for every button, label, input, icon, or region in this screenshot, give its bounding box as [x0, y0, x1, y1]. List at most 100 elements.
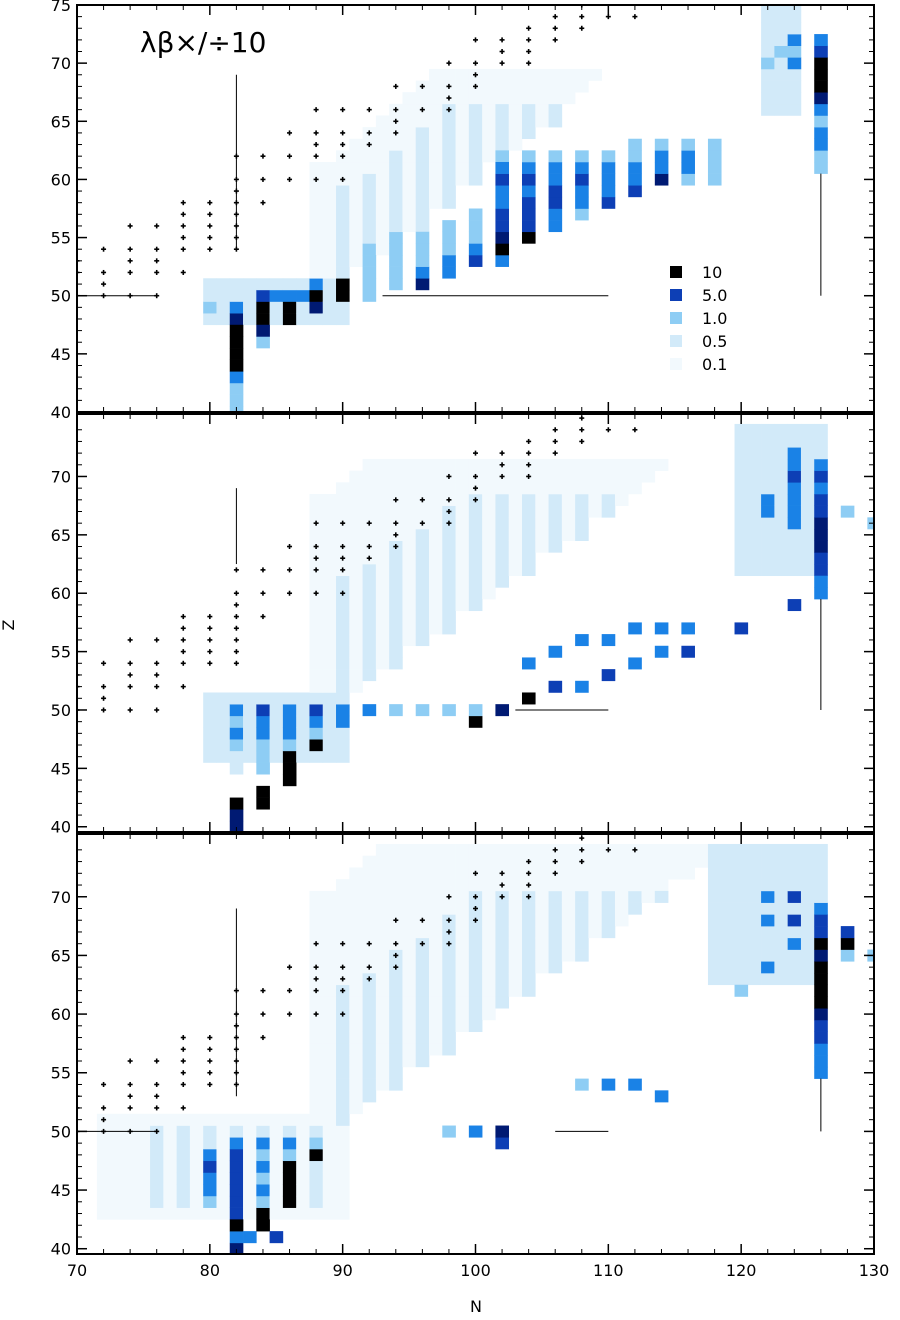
heatmap-cell — [601, 669, 616, 682]
heatmap-cell — [774, 458, 788, 471]
heatmap-cell — [336, 1078, 350, 1091]
heatmap-cell — [362, 1019, 377, 1032]
heatmap-cell — [468, 879, 483, 892]
stable-isotope-marker — [579, 427, 585, 433]
stable-isotope-marker — [446, 83, 452, 89]
heatmap-cell — [415, 704, 430, 717]
heatmap-cell — [455, 961, 470, 974]
heatmap-cell — [322, 255, 337, 267]
heatmap-cell — [415, 973, 430, 986]
heatmap-cell — [362, 949, 377, 962]
heatmap-cell — [455, 138, 470, 151]
heatmap-cell — [575, 949, 589, 962]
heatmap-cell — [256, 278, 270, 291]
heatmap-cell — [814, 552, 828, 565]
heatmap-cell — [561, 529, 576, 541]
heatmap-cell — [614, 493, 629, 506]
stable-isotope-marker — [207, 660, 213, 666]
stable-isotope-marker — [473, 497, 478, 503]
stable-isotope-marker — [287, 130, 293, 136]
heatmap-cell — [322, 1008, 337, 1021]
heatmap-cell — [415, 243, 430, 256]
heatmap-cell — [402, 220, 417, 233]
heatmap-cell — [814, 458, 828, 471]
heatmap-cell — [282, 1195, 297, 1208]
heatmap-cell — [282, 1113, 297, 1126]
heatmap-cell — [322, 634, 337, 647]
heatmap-cell — [455, 161, 470, 174]
heatmap-cell — [322, 1172, 337, 1185]
stable-isotope-marker — [552, 870, 558, 876]
heatmap-cell — [628, 657, 642, 670]
heatmap-cell — [216, 1207, 231, 1220]
heatmap-cell — [442, 587, 456, 600]
heatmap-cell — [229, 278, 244, 291]
heatmap-cell — [774, 92, 788, 105]
heatmap-cell — [389, 150, 403, 163]
heatmap-cell — [389, 231, 403, 244]
heatmap-cell — [402, 564, 417, 577]
heatmap-cell — [309, 266, 324, 279]
heatmap-cell — [747, 435, 762, 448]
y-tick-label: 70 — [51, 467, 71, 486]
heatmap-cell — [787, 34, 802, 46]
heatmap-cell — [747, 470, 762, 483]
heatmap-cell — [362, 890, 377, 903]
heatmap-cell — [482, 127, 496, 140]
heatmap-cell — [429, 92, 443, 105]
heatmap-cell — [163, 1113, 177, 1126]
stable-isotope-marker — [632, 847, 638, 853]
heatmap-cell — [800, 552, 815, 565]
heatmap-cell — [521, 185, 536, 198]
heatmap-cell — [442, 843, 456, 857]
heatmap-cell — [110, 1172, 124, 1185]
heatmap-cell — [229, 1172, 244, 1185]
stable-isotope-marker — [393, 520, 399, 526]
heatmap-cell — [575, 505, 589, 518]
heatmap-cell — [814, 587, 828, 600]
heatmap-cell — [389, 1055, 403, 1068]
heatmap-cell — [429, 622, 443, 635]
stable-isotope-marker — [287, 176, 293, 182]
stable-isotope-marker — [313, 153, 319, 159]
stable-isotope-marker — [233, 602, 239, 608]
heatmap-cell — [468, 1125, 483, 1138]
heatmap-cell — [840, 505, 855, 518]
heatmap-cell — [189, 1113, 204, 1126]
heatmap-cell — [774, 447, 788, 460]
heatmap-cell — [336, 645, 350, 658]
heatmap-cell — [734, 622, 749, 635]
heatmap-cell — [761, 529, 775, 541]
heatmap-cell — [336, 255, 350, 267]
heatmap-cell — [309, 1055, 324, 1068]
heatmap-cell — [216, 739, 231, 752]
heatmap-cell — [296, 313, 310, 326]
heatmap-cell — [614, 879, 629, 892]
heatmap-cell — [628, 622, 642, 635]
heatmap-cell — [96, 1172, 111, 1185]
stable-isotope-marker — [446, 473, 452, 479]
heatmap-cell — [521, 949, 536, 962]
heatmap-cell — [774, 879, 788, 892]
heatmap-cell — [521, 80, 536, 93]
heatmap-cell — [761, 57, 775, 70]
heatmap-cell — [429, 80, 443, 93]
heatmap-cell — [588, 879, 602, 892]
heatmap-cell — [309, 610, 324, 623]
heatmap-cell — [521, 937, 536, 950]
heatmap-cell — [389, 564, 403, 577]
heatmap-cell — [495, 564, 510, 577]
heatmap-cell — [429, 505, 443, 518]
heatmap-cell — [229, 704, 244, 717]
heatmap-cell — [614, 855, 629, 868]
heatmap-cell — [349, 984, 363, 997]
heatmap-cell — [774, 68, 788, 81]
heatmap-cell — [495, 973, 510, 986]
heatmap-cell — [429, 996, 443, 1009]
stable-isotope-marker — [499, 462, 505, 468]
heatmap-cell — [362, 1078, 377, 1091]
heatmap-cell — [707, 926, 722, 939]
stable-isotope-marker — [180, 684, 186, 690]
heatmap-cell — [243, 1184, 257, 1197]
heatmap-cell — [269, 1207, 284, 1220]
